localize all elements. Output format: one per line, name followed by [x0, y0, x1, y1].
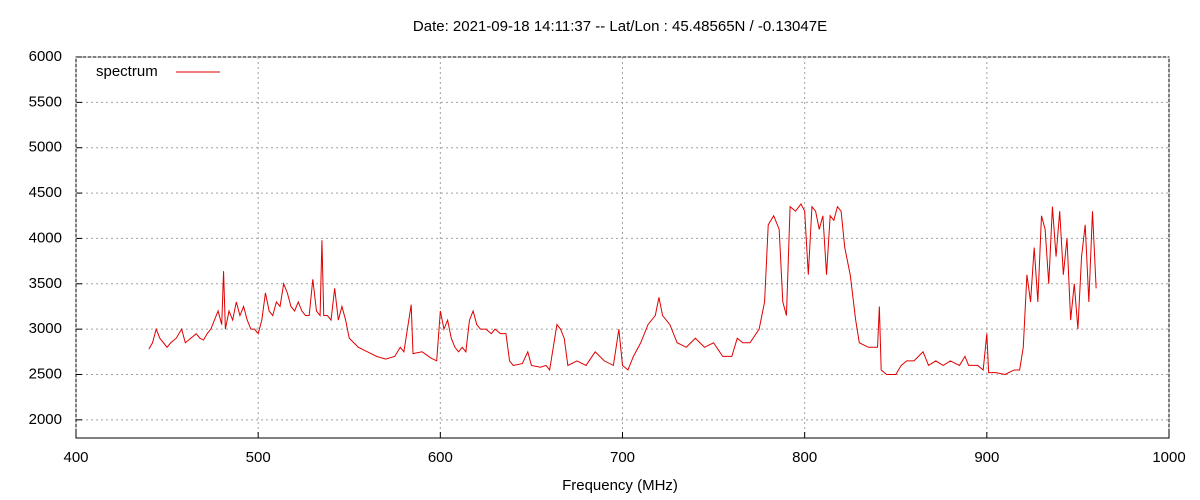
y-tick-label: 2000: [29, 411, 62, 428]
x-tick-label: 1000: [1152, 449, 1185, 466]
x-tick-label: 900: [974, 449, 999, 466]
spectrum-line: [148, 203, 1097, 376]
y-tick-label: 3000: [29, 320, 62, 337]
x-tick-label: 800: [792, 449, 817, 466]
y-tick-label: 5000: [29, 139, 62, 156]
x-tick-label: 600: [428, 449, 453, 466]
x-tick-label: 400: [63, 449, 88, 466]
x-tick-label: 700: [610, 449, 635, 466]
legend-label: spectrum: [96, 63, 158, 80]
chart-title: Date: 2021-09-18 14:11:37 -- Lat/Lon : 4…: [413, 18, 827, 35]
x-tick-label: 500: [246, 449, 271, 466]
y-tick-label: 4500: [29, 184, 62, 201]
y-tick-label: 5500: [29, 93, 62, 110]
y-tick-label: 3500: [29, 275, 62, 292]
x-axis-label: Frequency (MHz): [562, 477, 678, 494]
y-tick-label: 4000: [29, 229, 62, 246]
y-tick-label: 6000: [29, 48, 62, 65]
y-tick-label: 2500: [29, 365, 62, 382]
